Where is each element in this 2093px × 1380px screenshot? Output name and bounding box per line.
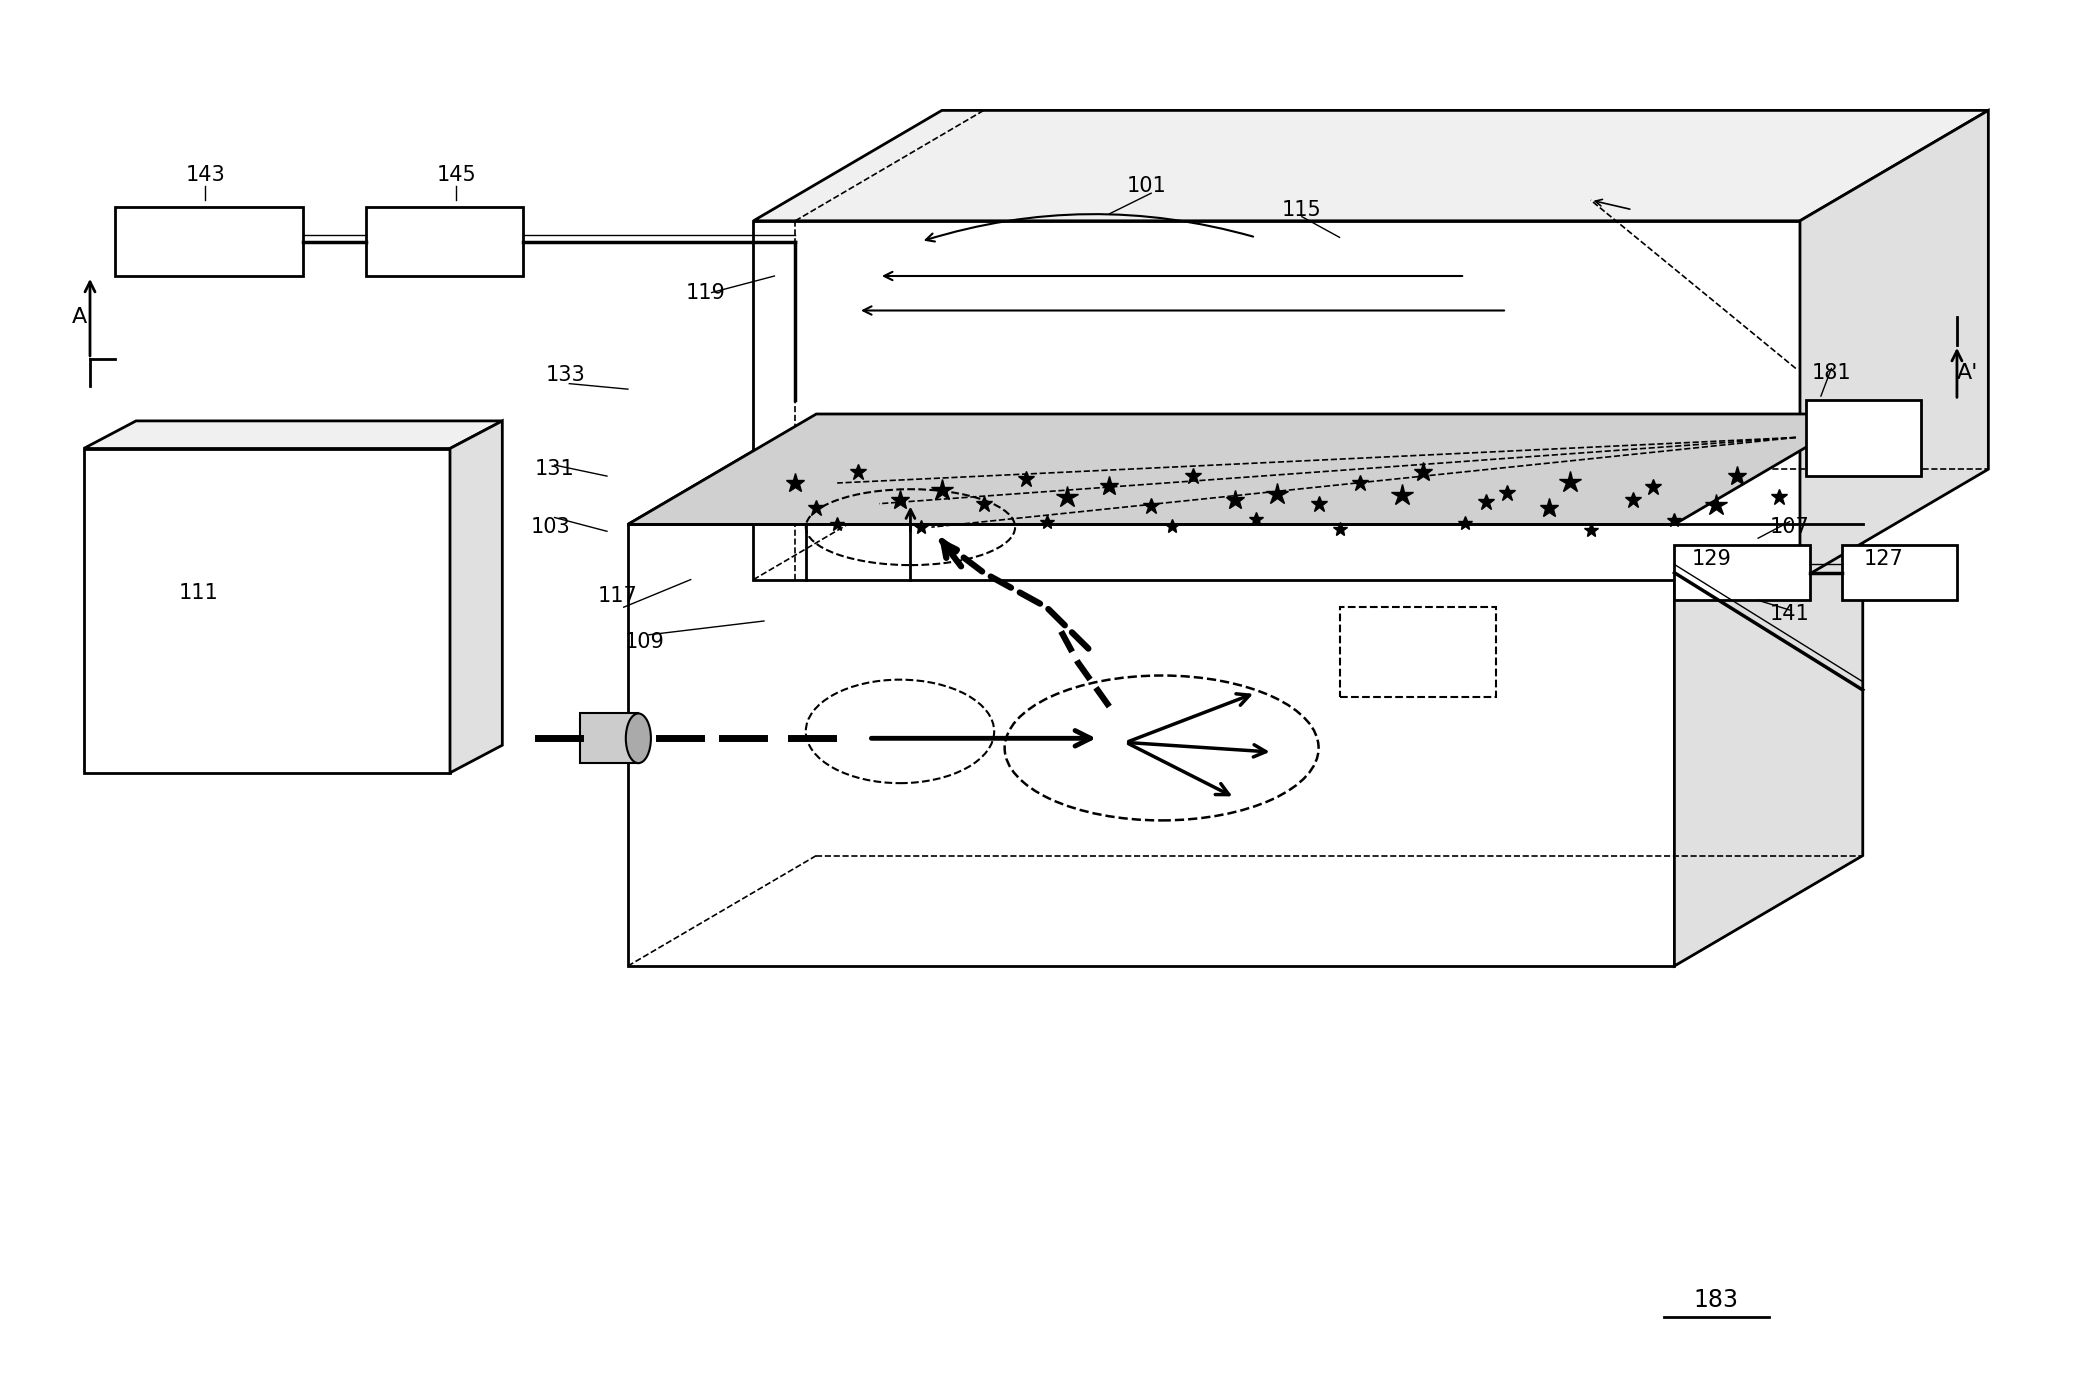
Polygon shape: [84, 448, 450, 773]
Polygon shape: [753, 221, 1800, 580]
Bar: [115, 207, 303, 276]
Text: 109: 109: [624, 632, 666, 651]
Text: 111: 111: [180, 584, 218, 603]
Text: 101: 101: [1128, 177, 1166, 196]
Bar: [366, 207, 523, 276]
Polygon shape: [1674, 414, 1863, 966]
Bar: [1806, 400, 1921, 476]
Polygon shape: [628, 414, 1863, 524]
Text: 183: 183: [1693, 1288, 1739, 1312]
Text: 107: 107: [1771, 518, 1808, 537]
Text: 145: 145: [437, 166, 475, 185]
Polygon shape: [450, 421, 502, 773]
Ellipse shape: [626, 713, 651, 763]
Text: 181: 181: [1813, 363, 1850, 382]
Text: 131: 131: [536, 460, 573, 479]
Text: 133: 133: [546, 366, 584, 385]
Text: 117: 117: [599, 586, 636, 606]
Text: A': A': [1957, 363, 1978, 382]
Text: A: A: [71, 308, 88, 327]
Bar: [1340, 607, 1496, 697]
Text: 143: 143: [186, 166, 224, 185]
Text: 129: 129: [1691, 549, 1733, 569]
FancyBboxPatch shape: [580, 713, 638, 763]
Text: 119: 119: [684, 283, 726, 302]
Text: 103: 103: [532, 518, 569, 537]
Bar: [1674, 545, 1810, 600]
Text: 115: 115: [1283, 200, 1321, 219]
Polygon shape: [753, 110, 1988, 221]
Bar: [1842, 545, 1957, 600]
Polygon shape: [1800, 110, 1988, 580]
Text: 127: 127: [1865, 549, 1903, 569]
Polygon shape: [84, 421, 502, 448]
Text: 141: 141: [1771, 604, 1808, 624]
Polygon shape: [628, 524, 1674, 966]
Polygon shape: [628, 414, 1863, 524]
